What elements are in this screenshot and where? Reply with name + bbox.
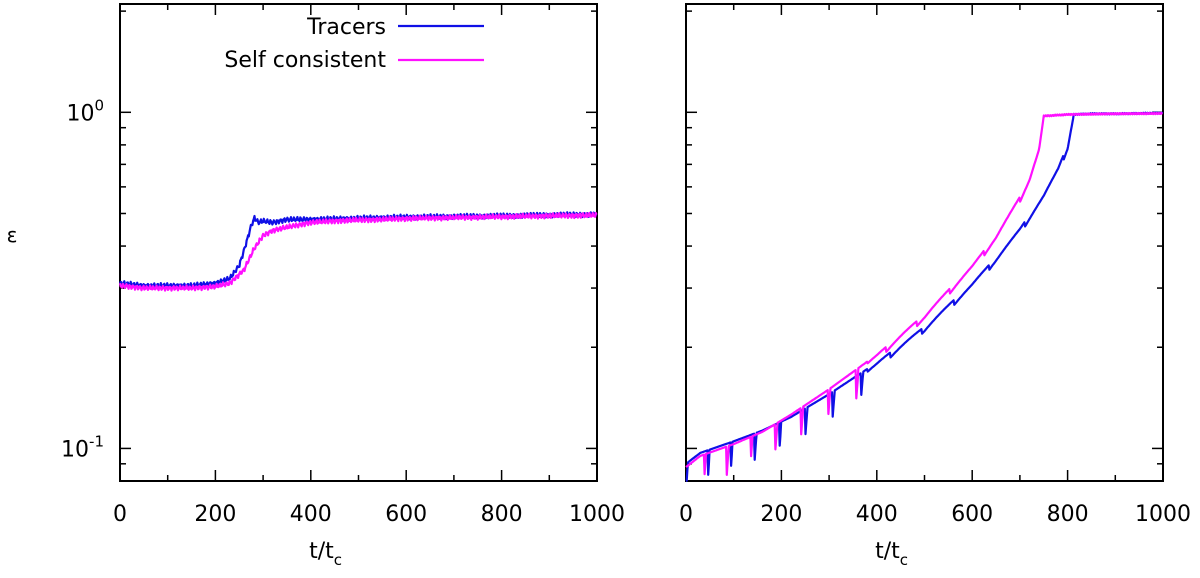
legend: Tracers Self consistent (224, 15, 484, 73)
x-tick-label: 400 (290, 502, 332, 527)
left-x-axis-label-sub: c (334, 551, 342, 569)
left-series-line-tracers (119, 211, 598, 290)
right-plot-frame (685, 3, 1164, 482)
left-y-tick-labels: 100 10-1 (61, 96, 104, 462)
x-tick-label: 600 (951, 502, 993, 527)
legend-label-tracers: Tracers (306, 15, 386, 40)
right-x-tick-labels: 0 200 400 600 800 1000 (679, 502, 1191, 527)
left-plot-frame (119, 3, 598, 482)
x-tick-label: 800 (481, 502, 523, 527)
left-y-axis-label: ε (7, 223, 18, 247)
x-tick-label: 0 (679, 502, 693, 527)
left-panel: 0 200 400 600 800 1000 100 10-1 ε t/tc Tracers… (7, 3, 625, 569)
left-ticks (119, 4, 598, 481)
legend-label-self-consistent: Self consistent (224, 48, 386, 73)
y-tick-label: 100 (66, 96, 104, 126)
x-tick-label: 200 (194, 502, 236, 527)
x-tick-label: 1000 (569, 502, 625, 527)
x-tick-label: 0 (113, 502, 127, 527)
x-tick-label: 400 (856, 502, 898, 527)
x-tick-label: 800 (1047, 502, 1089, 527)
right-x-axis-label: t/tc (875, 539, 908, 569)
x-tick-label: 1000 (1135, 502, 1191, 527)
x-tick-label: 200 (760, 502, 802, 527)
left-x-axis-label-main: t/t (309, 539, 334, 564)
right-x-axis-label-sub: c (900, 551, 908, 569)
x-tick-label: 600 (385, 502, 427, 527)
left-x-tick-labels: 0 200 400 600 800 1000 (113, 502, 625, 527)
right-panel: 0 200 400 600 800 1000 t/tc (679, 3, 1191, 569)
left-x-axis-label: t/tc (309, 539, 342, 569)
right-series-line-tracers (685, 111, 1164, 483)
right-series (685, 111, 1164, 483)
right-ticks (685, 4, 1164, 481)
left-series (118, 211, 598, 292)
y-tick-label: 10-1 (61, 432, 104, 462)
right-series-line-self-consistent (685, 111, 1163, 476)
left-series-line-self-consistent (118, 211, 598, 292)
right-x-axis-label-main: t/t (875, 539, 900, 564)
